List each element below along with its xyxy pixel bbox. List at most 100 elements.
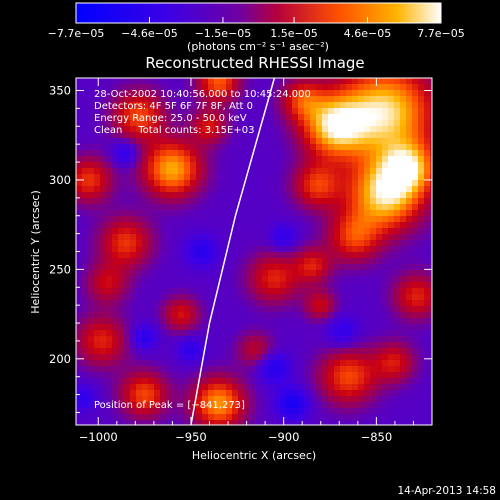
heat-cell <box>376 378 383 385</box>
heat-cell <box>178 138 185 145</box>
heat-cell <box>82 366 89 373</box>
heat-cell <box>388 258 395 265</box>
heat-cell <box>250 174 257 181</box>
heat-cell <box>94 96 101 103</box>
heat-cell <box>310 174 317 181</box>
heat-cell <box>418 324 425 331</box>
heat-cell <box>166 186 173 193</box>
heat-cell <box>274 342 281 349</box>
heat-cell <box>292 348 299 355</box>
heat-cell <box>106 150 113 157</box>
heat-cell <box>424 276 431 283</box>
heat-cell <box>412 360 419 367</box>
heat-cell <box>418 234 425 241</box>
heat-cell <box>208 234 215 241</box>
heat-cell <box>340 168 347 175</box>
heat-cell <box>352 408 359 415</box>
heat-cell <box>184 318 191 325</box>
heat-cell <box>208 402 215 409</box>
heat-cell <box>118 306 125 313</box>
heat-cell <box>196 246 203 253</box>
heat-cell <box>382 78 389 85</box>
heat-cell <box>430 312 432 319</box>
heat-cell <box>112 336 119 343</box>
heat-cell <box>250 234 257 241</box>
heat-cell <box>328 168 335 175</box>
heat-cell <box>388 342 395 349</box>
heat-cell <box>226 306 233 313</box>
heat-cell <box>358 102 365 109</box>
heat-cell <box>82 132 89 139</box>
heat-cell <box>244 252 251 259</box>
heat-cell <box>148 300 155 307</box>
heat-cell <box>346 342 353 349</box>
heat-cell <box>148 258 155 265</box>
heat-cell <box>124 156 131 163</box>
heat-cell <box>238 396 245 403</box>
heat-cell <box>226 150 233 157</box>
heat-cell <box>136 162 143 169</box>
heat-cell <box>220 114 227 121</box>
heat-cell <box>154 240 161 247</box>
heat-cell <box>202 390 209 397</box>
heat-cell <box>418 330 425 337</box>
heat-cell <box>184 360 191 367</box>
heat-cell <box>196 240 203 247</box>
heat-cell <box>388 108 395 115</box>
heat-cell <box>394 336 401 343</box>
heat-cell <box>298 96 305 103</box>
heat-cell <box>250 90 257 97</box>
heat-cell <box>244 408 251 415</box>
heat-cell <box>82 390 89 397</box>
heat-cell <box>82 90 89 97</box>
heat-cell <box>160 192 167 199</box>
heat-cell <box>418 240 425 247</box>
heat-cell <box>82 408 89 415</box>
heat-cell <box>118 390 125 397</box>
heat-cell <box>406 126 413 133</box>
heat-cell <box>304 354 311 361</box>
heat-cell <box>112 108 119 115</box>
heat-cell <box>304 288 311 295</box>
heat-cell <box>274 162 281 169</box>
heat-cell <box>322 234 329 241</box>
heat-cell <box>340 408 347 415</box>
heat-cell <box>250 270 257 277</box>
heat-cell <box>172 396 179 403</box>
heat-cell <box>340 198 347 205</box>
heat-cell <box>430 150 432 157</box>
heat-cell <box>184 132 191 139</box>
heat-cell <box>178 318 185 325</box>
heat-cell <box>394 114 401 121</box>
heat-cell <box>388 282 395 289</box>
heat-cell <box>100 366 107 373</box>
heat-cell <box>250 366 257 373</box>
heat-cell <box>388 228 395 235</box>
heat-cell <box>100 336 107 343</box>
heat-cell <box>328 96 335 103</box>
heat-cell <box>346 408 353 415</box>
heat-cell <box>196 252 203 259</box>
heat-cell <box>262 144 269 151</box>
heat-cell <box>172 324 179 331</box>
heat-cell <box>382 90 389 97</box>
heat-cell <box>112 192 119 199</box>
heat-cell <box>268 228 275 235</box>
heat-cell <box>256 336 263 343</box>
heat-cell <box>238 180 245 187</box>
heat-cell <box>112 354 119 361</box>
heat-cell <box>286 132 293 139</box>
heat-cell <box>88 300 95 307</box>
heat-cell <box>382 150 389 157</box>
heat-cell <box>358 84 365 91</box>
heat-cell <box>346 96 353 103</box>
heat-cell <box>100 276 107 283</box>
heat-cell <box>106 414 113 421</box>
heat-cell <box>94 108 101 115</box>
heat-cell <box>424 384 431 391</box>
heat-cell <box>352 192 359 199</box>
heat-cell <box>124 180 131 187</box>
heat-cell <box>430 300 432 307</box>
heat-cell <box>112 378 119 385</box>
heat-cell <box>244 318 251 325</box>
